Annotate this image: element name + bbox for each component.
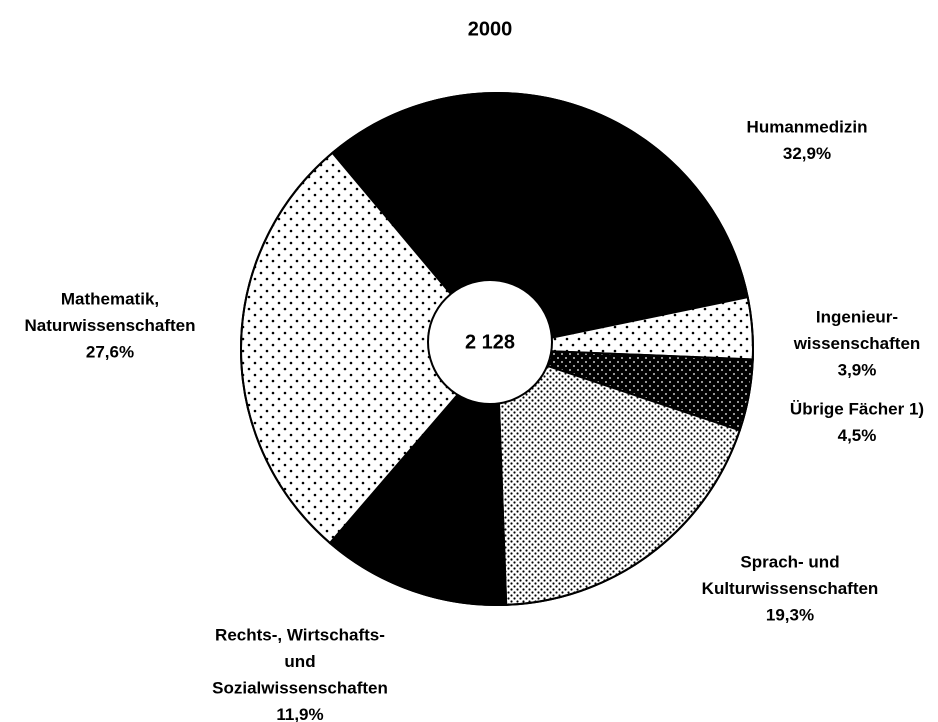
slice-label: Sprach- und [740,552,839,571]
slice-label: Humanmedizin [747,117,868,136]
center-hole [427,279,553,405]
slice-label: Sozialwissenschaften [212,678,388,697]
slice-label: Ingenieur- [816,307,898,326]
pie-outline [240,92,754,606]
chart-title: 2000 [468,18,513,40]
value-label: 4,5% [838,426,877,445]
slice-label: Kulturwissenschaften [702,579,879,598]
slice-label: Übrige Fächer 1) [790,399,924,418]
slice-label: Mathematik, [61,289,159,308]
slice-label: und [284,652,315,671]
value-label: 3,9% [838,360,877,379]
slice-label: wissenschaften [793,334,921,353]
value-label: 19,3% [766,605,814,624]
value-label: 27,6% [86,342,134,361]
value-label: 11,9% [276,705,323,722]
slice-label: Rechts-, Wirtschafts- [215,625,385,644]
slice-label: Naturwissenschaften [25,316,196,335]
value-label: 32,9% [783,144,831,163]
center-label: 2 128 [465,331,515,353]
